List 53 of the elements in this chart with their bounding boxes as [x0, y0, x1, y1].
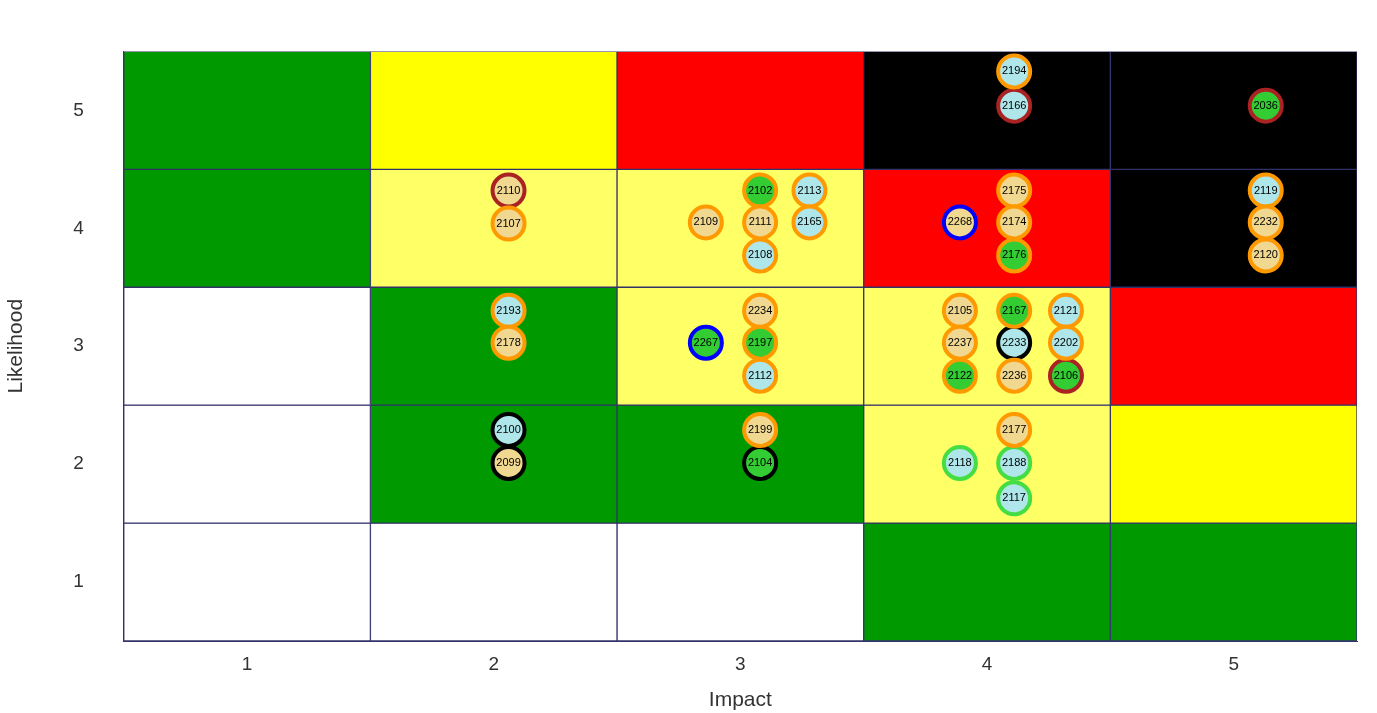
annotation: 2100 — [496, 422, 521, 435]
annotation: 2106 — [1053, 368, 1079, 381]
annotation: 2236 — [1001, 368, 1027, 381]
annotation: 2167 — [1001, 303, 1027, 316]
annotation: 2188 — [1001, 455, 1027, 468]
annotation: 2166 — [1001, 98, 1027, 111]
annotation: 2099 — [496, 455, 521, 468]
annotation: 2176 — [1001, 248, 1027, 261]
y-axis-title: Likelihood — [3, 298, 27, 394]
annotation: 2178 — [496, 335, 521, 348]
x-tick-label: 4 — [981, 652, 993, 674]
annotation: 2267 — [693, 335, 719, 348]
annotation: 2237 — [947, 335, 973, 348]
annotation: 2119 — [1253, 183, 1278, 196]
annotation: 2109 — [693, 215, 719, 228]
x-axis-title: Impact — [708, 687, 773, 711]
annotation: 2121 — [1053, 303, 1079, 316]
x-tick-label: 3 — [735, 652, 746, 674]
annotation: 2174 — [1001, 215, 1027, 228]
y-tick-label: 5 — [73, 98, 84, 120]
x-tick-label: 2 — [488, 652, 500, 674]
annotation: 2111 — [748, 215, 772, 228]
annotation: 2194 — [1001, 64, 1027, 77]
annotation: 2117 — [1002, 491, 1026, 504]
y-tick-label: 2 — [73, 452, 84, 474]
annotation: 2112 — [748, 368, 772, 381]
y-tick-label: 4 — [73, 216, 85, 238]
annotation: 2113 — [797, 183, 822, 196]
annotation: 2165 — [797, 215, 822, 228]
annotation: 2108 — [747, 248, 773, 261]
x-tick-label: 1 — [241, 652, 253, 674]
annotation: 2036 — [1253, 98, 1278, 111]
y-tick-label: 3 — [73, 334, 84, 356]
annotation: 2197 — [747, 335, 773, 348]
annotation: 2234 — [747, 303, 773, 316]
annotation: 2175 — [1001, 183, 1027, 196]
annotation: 2102 — [747, 183, 773, 196]
annotation: 2268 — [947, 215, 973, 228]
annotation: 2110 — [496, 183, 521, 196]
annotation: 2120 — [1253, 248, 1278, 261]
x-tick-label: 5 — [1228, 652, 1239, 674]
annotation: 2105 — [947, 303, 973, 316]
annotation: 2122 — [947, 368, 973, 381]
annotation: 2233 — [1001, 335, 1027, 348]
annotation: 2104 — [747, 455, 773, 468]
y-tick-label: 1 — [73, 570, 84, 592]
annotation: 2232 — [1253, 215, 1278, 228]
annotation: 2107 — [496, 216, 521, 229]
annotation: 2118 — [948, 455, 972, 468]
annotation: 2199 — [747, 422, 773, 435]
annotation: 2177 — [1001, 422, 1027, 435]
annotation: 2202 — [1053, 335, 1079, 348]
annotation: 2193 — [496, 303, 521, 316]
